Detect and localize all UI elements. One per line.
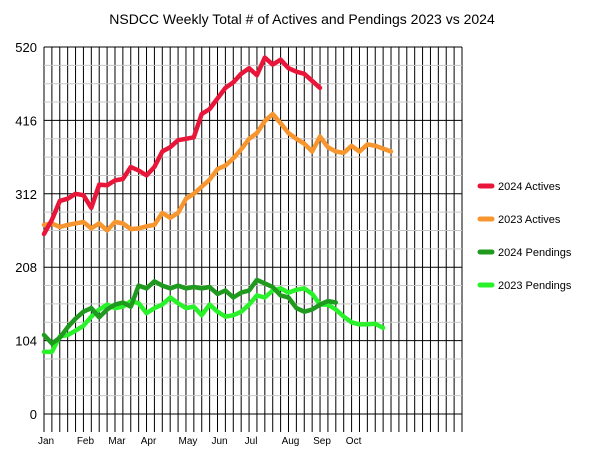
x-tick-label: Oct — [346, 436, 362, 447]
y-tick-label: 416 — [15, 113, 37, 128]
grid — [43, 46, 463, 432]
legend-label-2023-actives: 2023 Actives — [498, 214, 561, 226]
plot-frame — [44, 47, 462, 432]
legend: 2024 Actives 2023 Actives 2024 Pendings 202… — [477, 181, 572, 292]
legend-label-2023-pendings: 2023 Pendings — [498, 280, 572, 292]
series-group — [41, 55, 394, 355]
y-tick-label: 104 — [15, 334, 37, 349]
series-line-2024-actives — [41, 55, 323, 237]
series-line-2023-actives — [41, 111, 394, 233]
x-tick-label: Sep — [313, 436, 331, 447]
legend-label-2024-pendings: 2024 Pendings — [498, 247, 572, 259]
x-tick-label: Apr — [141, 436, 157, 447]
axes: 0 104 208 312 416 520 Jan Feb Mar Apr May Jun Jul Aug… — [15, 40, 361, 447]
x-tick-label: Mar — [108, 436, 126, 447]
x-tick-label: Aug — [282, 436, 300, 447]
series-line-2023-pendings — [41, 286, 386, 355]
y-tick-label: 208 — [15, 260, 37, 275]
y-tick-label: 520 — [15, 40, 37, 55]
x-tick-label: Jul — [245, 436, 258, 447]
chart-title: NSDCC Weekly Total # of Actives and Pend… — [109, 11, 495, 27]
x-tick-label: Feb — [77, 436, 95, 447]
x-tick-label: Jan — [38, 436, 54, 447]
x-tick-label: May — [179, 436, 198, 447]
y-tick-label: 312 — [15, 187, 37, 202]
legend-label-2024-actives: 2024 Actives — [498, 181, 561, 193]
y-tick-label: 0 — [30, 407, 37, 422]
x-tick-label: Jun — [211, 436, 227, 447]
series-line-2024-pendings — [41, 277, 339, 346]
